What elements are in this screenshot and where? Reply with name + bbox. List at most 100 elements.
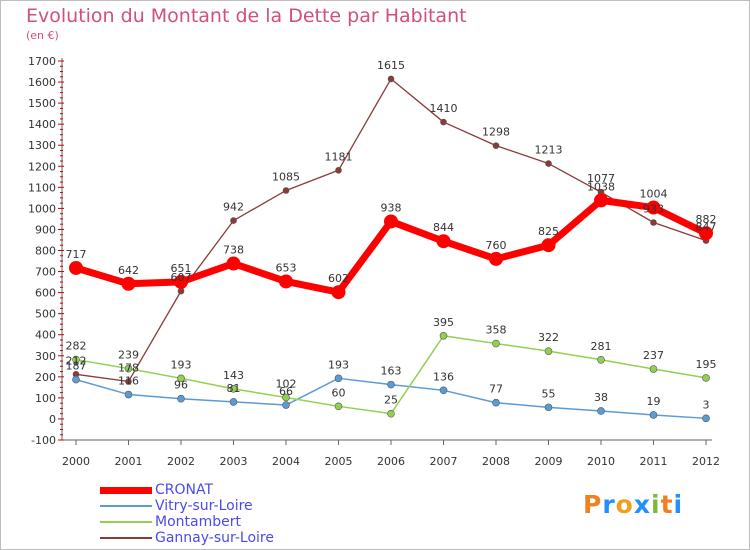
data-point — [541, 238, 556, 253]
data-label: 607 — [171, 271, 192, 284]
data-label: 193 — [171, 358, 192, 371]
data-label: 96 — [174, 379, 188, 392]
y-tick-label: 100 — [35, 392, 56, 405]
data-label: 738 — [223, 244, 244, 257]
data-point — [124, 364, 133, 373]
data-label: 322 — [538, 331, 559, 344]
legend-swatch — [100, 537, 152, 539]
data-point — [702, 414, 710, 423]
data-point — [649, 411, 658, 419]
data-point — [177, 374, 185, 383]
logo-letter: P — [583, 490, 603, 519]
data-point — [334, 374, 343, 383]
data-label: 60 — [332, 386, 346, 399]
data-point — [492, 142, 500, 149]
data-point — [282, 401, 290, 409]
data-point — [279, 274, 293, 289]
y-tick-label: -100 — [31, 434, 56, 447]
data-label: 1038 — [587, 180, 615, 193]
data-point — [439, 386, 448, 395]
data-label: 395 — [433, 316, 454, 329]
legend-swatch — [100, 521, 152, 523]
data-label: 116 — [118, 375, 139, 388]
data-label: 847 — [696, 221, 717, 234]
data-label: 163 — [381, 365, 402, 378]
data-point — [597, 355, 605, 364]
logo-letter: o — [615, 490, 634, 519]
proxiti-logo: Proxiti — [583, 490, 683, 519]
data-point — [439, 331, 448, 340]
data-point — [69, 260, 83, 275]
data-label: 717 — [66, 248, 87, 261]
chart-title: Evolution du Montant de la Dette par Hab… — [26, 5, 467, 27]
data-point — [489, 251, 503, 266]
data-label: 1181 — [325, 150, 353, 163]
logo-letter: i — [673, 490, 684, 519]
data-point — [230, 217, 237, 224]
chart-subtitle: (en €) — [26, 29, 59, 42]
data-point — [229, 385, 238, 393]
data-label: 651 — [171, 262, 192, 275]
data-label: 938 — [381, 201, 402, 214]
data-label: 825 — [538, 225, 559, 238]
data-label: 19 — [647, 395, 661, 408]
data-point — [702, 374, 710, 382]
data-point — [440, 118, 447, 126]
legend-label: Vitry-sur-Loire — [155, 498, 253, 514]
data-point — [597, 407, 605, 415]
data-point — [436, 234, 451, 249]
data-label: 760 — [486, 239, 507, 252]
legend-swatch — [100, 505, 152, 507]
x-tick-label: 2003 — [220, 455, 248, 468]
logo-letter: r — [602, 490, 616, 519]
data-point — [72, 375, 80, 384]
data-point — [174, 274, 188, 289]
y-tick-label: 800 — [35, 245, 56, 258]
data-label: 178 — [118, 361, 139, 374]
data-point — [387, 409, 395, 418]
data-point — [125, 378, 132, 385]
y-tick-label: 600 — [35, 287, 56, 300]
data-label: 602 — [328, 272, 349, 285]
x-tick-label: 2004 — [272, 455, 300, 468]
legend-label: Gannay-sur-Loire — [155, 530, 274, 546]
x-tick-label: 2006 — [377, 455, 405, 468]
data-label: 1085 — [272, 170, 300, 183]
legend-swatch — [100, 487, 152, 494]
data-point — [331, 285, 346, 300]
y-tick-label: 500 — [35, 308, 56, 321]
data-label: 1298 — [482, 126, 510, 139]
y-tick-label: 700 — [35, 266, 56, 279]
y-tick-label: 300 — [35, 350, 56, 363]
x-tick-label: 2008 — [482, 455, 510, 468]
data-label: 239 — [118, 349, 139, 362]
data-label: 187 — [66, 360, 87, 373]
data-point — [124, 390, 133, 399]
data-label: 212 — [66, 354, 87, 367]
data-point — [646, 200, 661, 215]
data-label: 1615 — [377, 59, 405, 72]
y-tick-label: 1200 — [28, 160, 56, 173]
x-tick-label: 2011 — [640, 455, 668, 468]
data-label: 237 — [643, 349, 664, 362]
data-label: 25 — [384, 394, 398, 407]
data-point — [177, 287, 185, 295]
logo-letter: x — [633, 490, 651, 519]
data-point — [226, 256, 241, 271]
data-point — [72, 355, 80, 364]
data-label: 195 — [696, 358, 717, 371]
logo-letter: t — [660, 490, 674, 519]
legend-label: CRONAT — [155, 482, 214, 498]
data-label: 933 — [643, 202, 664, 215]
data-point — [335, 166, 342, 174]
x-tick-label: 2009 — [535, 455, 563, 468]
data-point — [121, 276, 136, 291]
data-point — [282, 187, 290, 194]
y-tick-label: 1500 — [28, 97, 56, 110]
data-label: 102 — [276, 377, 297, 390]
data-label: 143 — [223, 369, 244, 382]
data-label: 281 — [591, 340, 612, 353]
data-point — [387, 380, 395, 389]
x-tick-label: 2007 — [430, 455, 458, 468]
